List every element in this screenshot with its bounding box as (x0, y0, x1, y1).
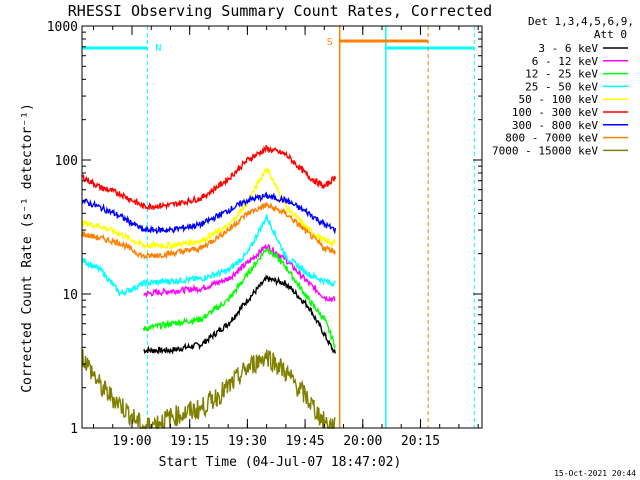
plot-frame (81, 25, 483, 429)
series-line (81, 349, 336, 431)
series-line (81, 144, 337, 211)
x-tick-label: 19:30 (228, 434, 267, 449)
night-label: N (155, 43, 161, 54)
y-axis-label: Corrected Count Rate (s⁻¹ detector⁻¹) (20, 103, 35, 393)
legend-entry-label: 25 - 50 keV (525, 80, 598, 93)
legend-entry-label: 12 - 25 keV (525, 68, 598, 81)
y-tick-label: 100 (55, 154, 78, 169)
y-tick-label: 1 (70, 422, 78, 437)
series-line (143, 274, 336, 355)
chart-title: RHESSI Observing Summary Count Rates, Co… (68, 2, 492, 20)
y-tick-label: 1000 (47, 20, 78, 35)
series-line (81, 214, 336, 297)
legend-entry-label: 800 - 7000 keV (505, 132, 598, 145)
footer-date: 15-Oct-2021 20:44 (554, 469, 636, 478)
x-tick-label: 20:15 (401, 434, 440, 449)
series-line (143, 244, 336, 302)
x-tick-label: 19:00 (112, 434, 151, 449)
series-line (142, 246, 336, 350)
plot-background-layer: NS (82, 26, 475, 428)
legend-entry-label: 7000 - 15000 keV (492, 144, 598, 157)
legend-entry-label: 6 - 12 keV (532, 55, 599, 68)
axes: 1 10 100 1000 19:00 19:15 19:30 19:45 20:00 20:15 (47, 20, 482, 449)
saa-label: S (327, 37, 333, 48)
x-tick-label: 19:45 (286, 434, 325, 449)
x-tick-label: 19:15 (170, 434, 209, 449)
legend-entry-label: 100 - 300 keV (512, 106, 598, 119)
series-line (81, 166, 337, 250)
legend-header-line-1: Det 1,3,4,5,6,9, (528, 15, 634, 28)
series-line (81, 201, 337, 260)
x-tick-label: 20:00 (343, 434, 382, 449)
legend-entry-label: 300 - 800 keV (512, 119, 598, 132)
legend-entry-label: 3 - 6 keV (538, 42, 598, 55)
legend-header-line-2: Att 0 (594, 28, 627, 41)
series-layer (81, 144, 337, 431)
y-tick-label: 10 (62, 288, 78, 303)
x-axis-label: Start Time (04-Jul-07 18:47:02) (159, 455, 402, 470)
series-line (81, 191, 337, 235)
legend-entry-label: 50 - 100 keV (519, 93, 599, 106)
